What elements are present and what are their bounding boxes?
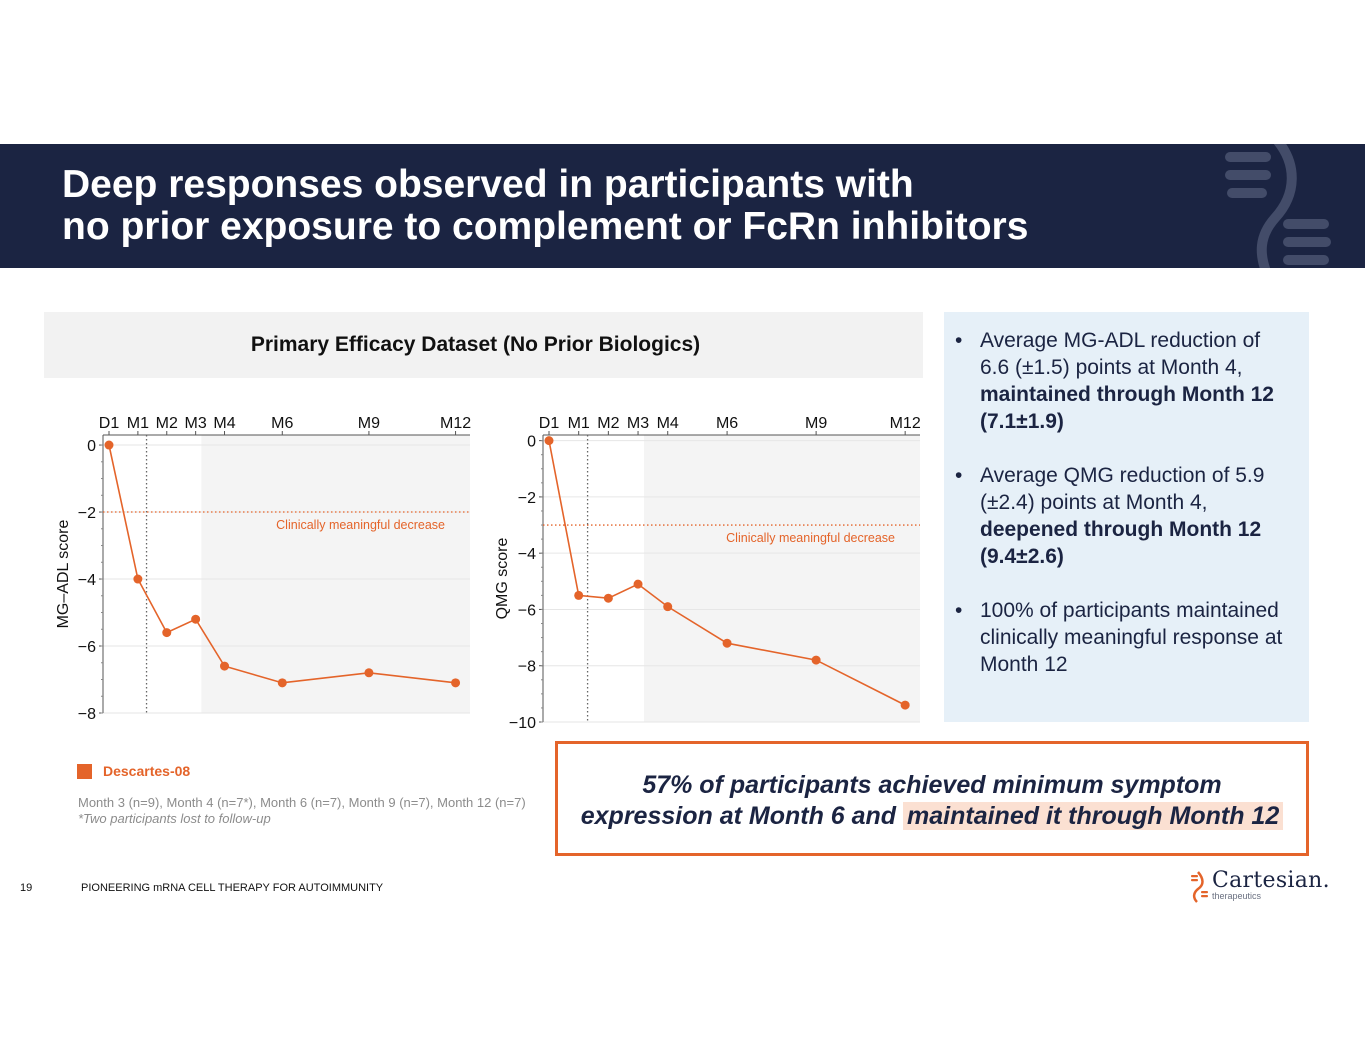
legend-swatch bbox=[77, 763, 92, 779]
y-axis-title: MG–ADL score bbox=[55, 520, 72, 629]
mg-adl-chart: 0 −2 −4 −6 −8 D1 M1 M2 M3 M4 M6 M9 M12 MG–ADL score Cl… bbox=[55, 415, 471, 723]
brand-name: Cartesian. bbox=[1212, 868, 1330, 893]
data-point bbox=[220, 661, 230, 671]
data-point bbox=[364, 668, 374, 678]
y-tick-label: −8 bbox=[78, 706, 96, 723]
data-point bbox=[900, 700, 910, 710]
x-tick-label: M12 bbox=[440, 415, 471, 432]
qmg-chart: 0 −2 −4 −6 −8 −10 D1 M1 M2 M3 M4 M6 M9 M12 QMG score Cl… bbox=[494, 415, 921, 732]
x-tick-label: D1 bbox=[539, 415, 560, 432]
y-tick-label: −4 bbox=[78, 572, 96, 589]
callout-box: 57% of participants achieved minimum sym… bbox=[555, 741, 1309, 856]
callout-highlight: maintained it through Month 12 bbox=[903, 802, 1284, 830]
data-point bbox=[277, 678, 287, 688]
x-tick-label: M6 bbox=[271, 415, 293, 432]
finding-item: Average QMG reduction of 5.9 (±2.4) poin… bbox=[955, 462, 1295, 570]
series-line bbox=[548, 440, 906, 706]
x-tick-label: M4 bbox=[213, 415, 235, 432]
page-title: Deep responses observed in participants … bbox=[62, 164, 1028, 248]
callout-line2: expression at Month 6 and bbox=[580, 802, 904, 830]
x-tick-label: M1 bbox=[568, 415, 590, 432]
finding-item: 100% of participants maintained clinical… bbox=[955, 597, 1295, 678]
shaded-region bbox=[643, 435, 920, 722]
x-tick-label: D1 bbox=[99, 415, 120, 432]
x-tick-label: M2 bbox=[156, 415, 178, 432]
x-tick-label: M6 bbox=[716, 415, 738, 432]
page-number: 19 bbox=[20, 882, 33, 894]
chart-legend: Descartes-08 bbox=[77, 763, 190, 779]
threshold-label: Clinically meaningful decrease bbox=[276, 518, 445, 532]
key-findings-panel: Average MG-ADL reduction of 6.6 (±1.5) p… bbox=[944, 312, 1309, 722]
callout-line1: 57% of participants achieved minimum sym… bbox=[642, 771, 1222, 799]
data-point bbox=[574, 590, 584, 600]
y-tick-label: −2 bbox=[518, 490, 536, 507]
legend-label: Descartes-08 bbox=[103, 763, 191, 779]
company-logo: Cartesian. therapeutics bbox=[1190, 868, 1330, 903]
data-point bbox=[451, 678, 461, 688]
data-point bbox=[162, 628, 172, 638]
page-title-line2: no prior exposure to complement or FcRn … bbox=[62, 205, 1029, 248]
x-tick-label: M3 bbox=[185, 415, 207, 432]
data-point bbox=[603, 593, 613, 603]
y-tick-label: −10 bbox=[509, 715, 536, 732]
y-axis-title: QMG score bbox=[494, 538, 511, 620]
y-tick-label: −6 bbox=[78, 639, 96, 656]
threshold-label: Clinically meaningful decrease bbox=[726, 531, 895, 545]
sample-size-note: Month 3 (n=9), Month 4 (n=7*), Month 6 (… bbox=[78, 795, 526, 810]
y-tick-label: −6 bbox=[518, 602, 536, 619]
page-title-line1: Deep responses observed in participants … bbox=[62, 163, 914, 206]
x-tick-label: M1 bbox=[127, 415, 149, 432]
y-tick-label: −4 bbox=[518, 546, 536, 563]
helix-logo-icon bbox=[1191, 871, 1208, 903]
x-tick-label: M3 bbox=[627, 415, 649, 432]
y-tick-label: 0 bbox=[527, 434, 536, 451]
data-point bbox=[722, 638, 732, 648]
x-tick-label: M9 bbox=[358, 415, 380, 432]
data-point bbox=[811, 655, 821, 665]
series-line bbox=[108, 444, 456, 684]
dna-helix-icon bbox=[1225, 144, 1331, 268]
dataset-title-bar: Primary Efficacy Dataset (No Prior Biolo… bbox=[44, 312, 923, 378]
shaded-region bbox=[201, 435, 470, 713]
data-point bbox=[633, 579, 643, 589]
data-point bbox=[544, 436, 554, 446]
follow-up-footnote: *Two participants lost to follow-up bbox=[78, 811, 271, 826]
y-tick-label: −8 bbox=[518, 659, 536, 676]
data-point bbox=[191, 614, 201, 624]
finding-item: Average MG-ADL reduction of 6.6 (±1.5) p… bbox=[955, 327, 1295, 435]
footer-text: PIONEERING mRNA CELL THERAPY FOR AUTOIMM… bbox=[81, 882, 384, 894]
y-tick-label: 0 bbox=[87, 438, 96, 455]
title-banner: Deep responses observed in participants … bbox=[0, 144, 1365, 268]
dataset-title: Primary Efficacy Dataset (No Prior Biolo… bbox=[250, 333, 701, 356]
y-tick-label: −2 bbox=[78, 505, 96, 522]
data-point bbox=[663, 602, 673, 612]
data-point bbox=[133, 574, 143, 584]
brand-tagline: therapeutics bbox=[1212, 891, 1262, 901]
x-tick-label: M12 bbox=[890, 415, 921, 432]
x-tick-label: M2 bbox=[597, 415, 619, 432]
x-tick-label: M9 bbox=[805, 415, 827, 432]
data-point bbox=[104, 440, 114, 450]
x-tick-label: M4 bbox=[657, 415, 679, 432]
